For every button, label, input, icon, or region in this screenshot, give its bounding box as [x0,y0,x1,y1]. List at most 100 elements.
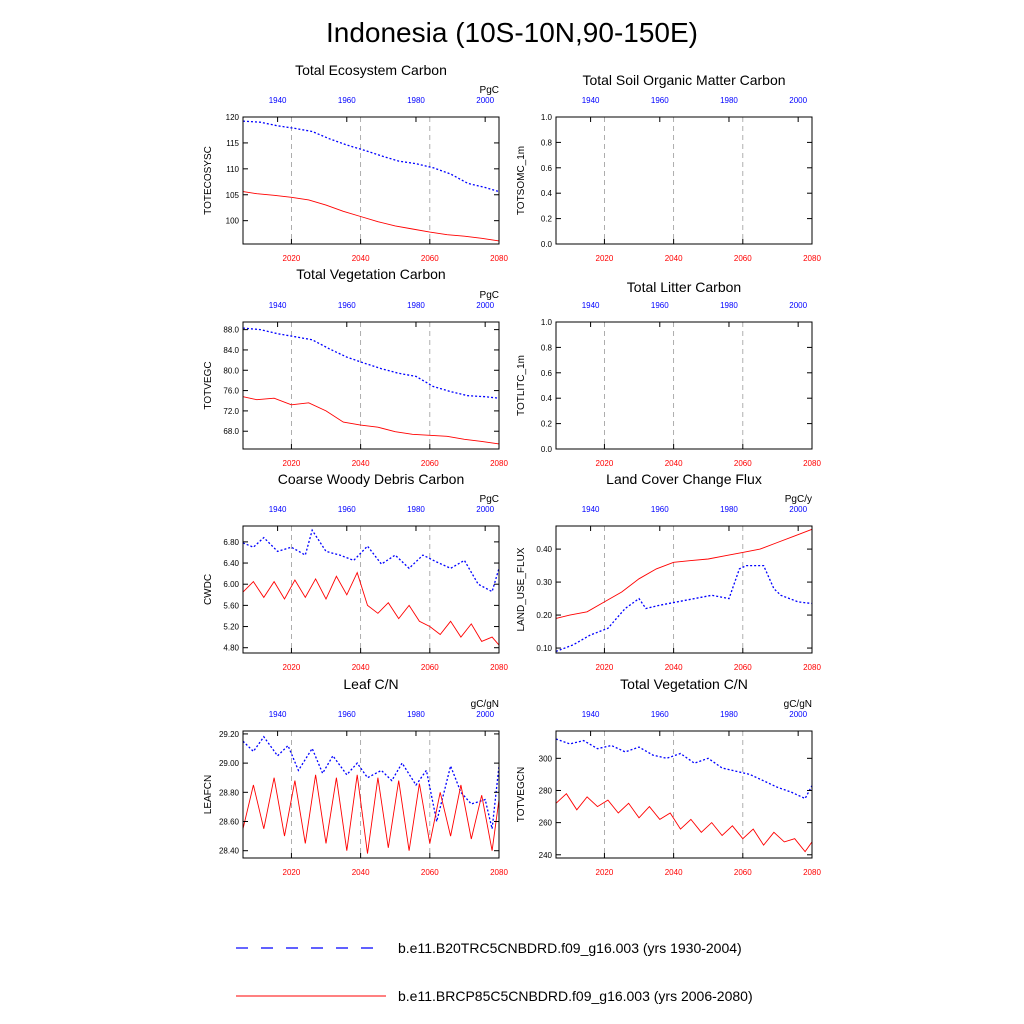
y-tick-label: 4.80 [223,644,239,653]
x-top-tick-label: 2000 [476,301,494,310]
future-series-line [242,774,500,854]
y-tick-label: 76.0 [223,387,239,396]
units-label: gC/gN [471,699,499,710]
y-tick-label: 0.4 [541,189,553,198]
x-top-tick-label: 1940 [582,96,600,105]
y-axis-label: TOTLITC_1m [516,355,527,416]
y-tick-label: 6.80 [223,538,239,547]
legend: b.e11.B20TRC5CNBDRD.f09_g16.003 (yrs 193… [236,940,753,1004]
historical-series-line [242,120,500,193]
y-axis-label: TOTSOMC_1m [516,146,527,215]
y-tick-label: 280 [539,786,553,795]
y-tick-label: 260 [539,819,553,828]
y-tick-label: 120 [226,113,240,122]
y-tick-label: 28.80 [219,788,240,797]
panel-title: Leaf C/N [343,676,398,692]
x-top-tick-label: 1940 [269,301,287,310]
y-tick-label: 5.60 [223,601,239,610]
future-series-line [242,396,500,445]
units-label: PgC [480,290,499,301]
panel-grid: Total Ecosystem Carbon PgC 100 105 110 115 120… [203,62,821,877]
x-top-tick-label: 1940 [582,301,600,310]
x-top-tick-label: 1980 [720,710,738,719]
x-top-tick-label: 2000 [789,301,807,310]
x-top-tick-label: 1960 [338,710,356,719]
y-tick-label: 1.0 [541,318,553,327]
x-bottom-tick-label: 2080 [490,868,508,877]
y-tick-label: 5.20 [223,623,239,632]
x-top-tick-label: 1940 [582,710,600,719]
chart-panel-5: Coarse Woody Debris Carbon PgC 4.80 5.20 5.6… [203,471,508,672]
x-bottom-tick-label: 2040 [352,663,370,672]
panel-title: Land Cover Change Flux [606,471,762,487]
x-top-tick-label: 1980 [407,505,425,514]
y-tick-label: 0.2 [541,215,553,224]
y-tick-label: 28.40 [219,847,240,856]
units-label: PgC [480,494,499,505]
x-top-tick-label: 1960 [651,505,669,514]
plot-frame [555,116,813,245]
chart-panel-6: Land Cover Change Flux PgC/y 0.10 0.20 0.30 0… [516,471,821,672]
x-bottom-tick-label: 2020 [283,663,301,672]
y-tick-label: 0.8 [541,138,553,147]
x-bottom-tick-label: 2060 [734,868,752,877]
chart-panel-7: Leaf C/N gC/gN 28.40 28.60 28.80 29.00 29.20 LE… [203,676,508,877]
x-bottom-tick-label: 2060 [421,868,439,877]
y-tick-label: 80.0 [223,366,239,375]
historical-series-line [555,564,813,653]
x-bottom-tick-label: 2020 [596,868,614,877]
chart-panel-8: Total Vegetation C/N gC/gN 240 260 280 300 TOT… [516,676,821,877]
x-bottom-tick-label: 2040 [352,868,370,877]
x-top-tick-label: 1940 [269,505,287,514]
plot-frame [242,730,500,859]
x-top-tick-label: 1980 [407,301,425,310]
x-bottom-tick-label: 2040 [665,254,683,263]
x-bottom-tick-label: 2060 [421,254,439,263]
y-tick-label: 72.0 [223,407,239,416]
y-tick-label: 105 [226,191,240,200]
x-bottom-tick-label: 2080 [490,254,508,263]
x-top-tick-label: 2000 [789,505,807,514]
x-top-tick-label: 1980 [720,505,738,514]
figure-title: Indonesia (10S-10N,90-150E) [326,17,698,48]
x-bottom-tick-label: 2080 [803,663,821,672]
chart-panel-3: Total Vegetation Carbon PgC 68.0 72.0 76.0 80… [203,266,508,468]
x-top-tick-label: 1940 [269,710,287,719]
panel-title: Total Ecosystem Carbon [295,62,447,78]
panel-title: Total Vegetation C/N [620,676,748,692]
historical-series-line [242,528,500,593]
y-axis-label: TOTECOSYSC [203,146,214,215]
future-series-line [555,793,813,853]
x-bottom-tick-label: 2060 [421,663,439,672]
x-bottom-tick-label: 2060 [734,254,752,263]
x-top-tick-label: 1960 [651,301,669,310]
panel-title: Coarse Woody Debris Carbon [278,471,465,487]
x-top-tick-label: 1960 [338,96,356,105]
y-tick-label: 88.0 [223,326,239,335]
x-top-tick-label: 1960 [651,96,669,105]
y-tick-label: 1.0 [541,113,553,122]
y-tick-label: 0.2 [541,420,553,429]
y-tick-label: 84.0 [223,346,239,355]
chart-panel-4: Total Litter Carbon 0.0 0.2 0.4 0.6 0.8 1.0 TOT… [516,279,821,468]
x-bottom-tick-label: 2020 [596,663,614,672]
x-bottom-tick-label: 2080 [490,663,508,672]
x-bottom-tick-label: 2080 [803,459,821,468]
y-axis-label: LAND_USE_FLUX [516,547,527,631]
x-top-tick-label: 1960 [651,710,669,719]
x-bottom-tick-label: 2060 [734,459,752,468]
x-top-tick-label: 1960 [338,505,356,514]
panel-title: Total Soil Organic Matter Carbon [582,72,785,88]
y-tick-label: 0.20 [536,611,552,620]
x-bottom-tick-label: 2080 [803,254,821,263]
plot-frame [555,525,813,654]
x-bottom-tick-label: 2020 [283,254,301,263]
future-series-line [242,191,500,242]
plot-frame [555,321,813,450]
y-axis-label: TOTVEGCN [516,767,527,822]
y-tick-label: 0.6 [541,369,553,378]
x-bottom-tick-label: 2080 [490,459,508,468]
y-tick-label: 0.8 [541,343,553,352]
y-tick-label: 0.6 [541,164,553,173]
x-bottom-tick-label: 2040 [665,868,683,877]
